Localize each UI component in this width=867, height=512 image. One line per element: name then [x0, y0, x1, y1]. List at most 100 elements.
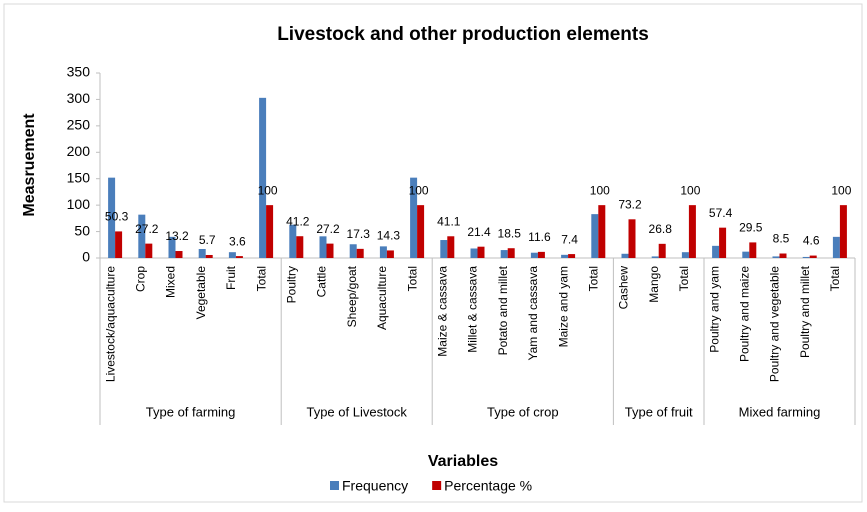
bar — [296, 236, 304, 258]
bar — [108, 177, 116, 258]
bar — [598, 205, 606, 258]
bar — [688, 205, 696, 258]
bar — [356, 248, 364, 258]
y-tick-label: 0 — [82, 249, 90, 265]
bar — [802, 256, 810, 258]
x-tick-label: Poultry — [284, 266, 298, 303]
bar — [447, 236, 455, 258]
y-tick-label: 250 — [67, 117, 91, 133]
bar — [530, 252, 538, 258]
bar — [651, 256, 659, 258]
x-tick-label: Mixed — [164, 266, 178, 298]
data-label: 27.2 — [316, 222, 340, 236]
y-tick-label: 300 — [67, 90, 91, 106]
bar — [749, 242, 757, 258]
bar — [115, 231, 123, 258]
x-tick-label: Aquaculture — [375, 266, 389, 330]
y-tick-label: 150 — [67, 169, 91, 185]
x-tick-label: Crop — [133, 266, 147, 292]
bar — [386, 250, 394, 258]
bar — [168, 236, 176, 258]
x-tick-label: Sheep/goat — [345, 265, 359, 327]
legend-swatch — [330, 481, 339, 490]
group-label: Type of crop — [487, 404, 559, 419]
x-tick-label: Total — [828, 266, 842, 291]
x-axis-label: Variables — [428, 453, 498, 470]
bar — [477, 246, 485, 258]
y-tick-label: 100 — [67, 196, 91, 212]
data-label: 41.2 — [286, 214, 310, 228]
bar — [561, 254, 569, 258]
bar — [266, 205, 274, 258]
bar — [175, 251, 183, 258]
bar — [507, 248, 515, 258]
bar — [628, 219, 636, 258]
bar — [470, 248, 478, 258]
bar — [440, 240, 448, 258]
chart-title: Livestock and other production elements — [277, 24, 649, 45]
x-tick-label: Total — [586, 266, 600, 291]
x-tick-label: Potato and millet — [496, 265, 510, 355]
bar — [719, 227, 727, 258]
x-tick-label: Cashew — [617, 266, 631, 310]
bar — [500, 250, 508, 258]
bar — [417, 205, 425, 258]
x-tick-label: Yam and cassava — [526, 266, 540, 361]
data-label: 5.7 — [199, 233, 216, 247]
x-tick-label: Mango — [647, 266, 661, 303]
data-label: 26.8 — [649, 222, 673, 236]
legend-label: Percentage % — [444, 478, 532, 494]
data-label: 73.2 — [618, 197, 642, 211]
data-label: 100 — [680, 183, 700, 197]
x-tick-label: Livestock/aquaculture — [103, 266, 117, 382]
x-tick-label: Poultry and yam — [707, 266, 721, 353]
x-tick-label: Millet & cassava — [466, 266, 480, 353]
x-tick-label: Total — [254, 266, 268, 291]
x-tick-label: Poultry and vegetable — [768, 266, 782, 382]
bar — [198, 249, 206, 258]
bar — [319, 236, 327, 258]
data-label: 100 — [831, 183, 851, 197]
data-label: 100 — [590, 183, 610, 197]
bar — [832, 236, 840, 258]
bar — [145, 243, 153, 258]
bar — [681, 252, 689, 258]
bar — [410, 177, 418, 258]
group-label: Type of fruit — [625, 404, 693, 419]
bar — [259, 97, 267, 258]
data-label: 41.1 — [437, 214, 461, 228]
bar — [809, 255, 817, 258]
data-label: 3.6 — [229, 234, 246, 248]
bar — [379, 246, 387, 258]
data-label: 29.5 — [739, 221, 763, 235]
data-label: 21.4 — [467, 225, 491, 239]
bar — [289, 224, 297, 258]
data-label: 100 — [409, 183, 429, 197]
data-label: 27.2 — [135, 222, 159, 236]
data-label: 57.4 — [709, 206, 733, 220]
data-label: 11.6 — [528, 230, 551, 244]
bar — [839, 205, 847, 258]
bar — [621, 253, 629, 258]
x-tick-label: Total — [405, 266, 419, 291]
data-label: 4.6 — [803, 234, 820, 248]
data-label: 14.3 — [377, 229, 401, 243]
bar — [568, 254, 576, 258]
bar — [205, 254, 213, 258]
bar — [537, 251, 545, 258]
bar — [772, 256, 780, 258]
bar — [712, 245, 720, 258]
x-tick-label: Poultry and millet — [798, 265, 812, 358]
bar — [349, 244, 357, 258]
group-label: Type of farming — [146, 404, 236, 419]
bar — [228, 252, 236, 258]
data-label: 13.2 — [165, 229, 189, 243]
bar — [326, 243, 334, 258]
y-tick-label: 50 — [74, 222, 90, 238]
x-tick-label: Cattle — [315, 266, 329, 298]
data-label: 7.4 — [561, 232, 578, 246]
data-label: 100 — [258, 183, 278, 197]
legend-swatch — [432, 481, 442, 490]
x-tick-label: Maize and yam — [556, 266, 570, 347]
